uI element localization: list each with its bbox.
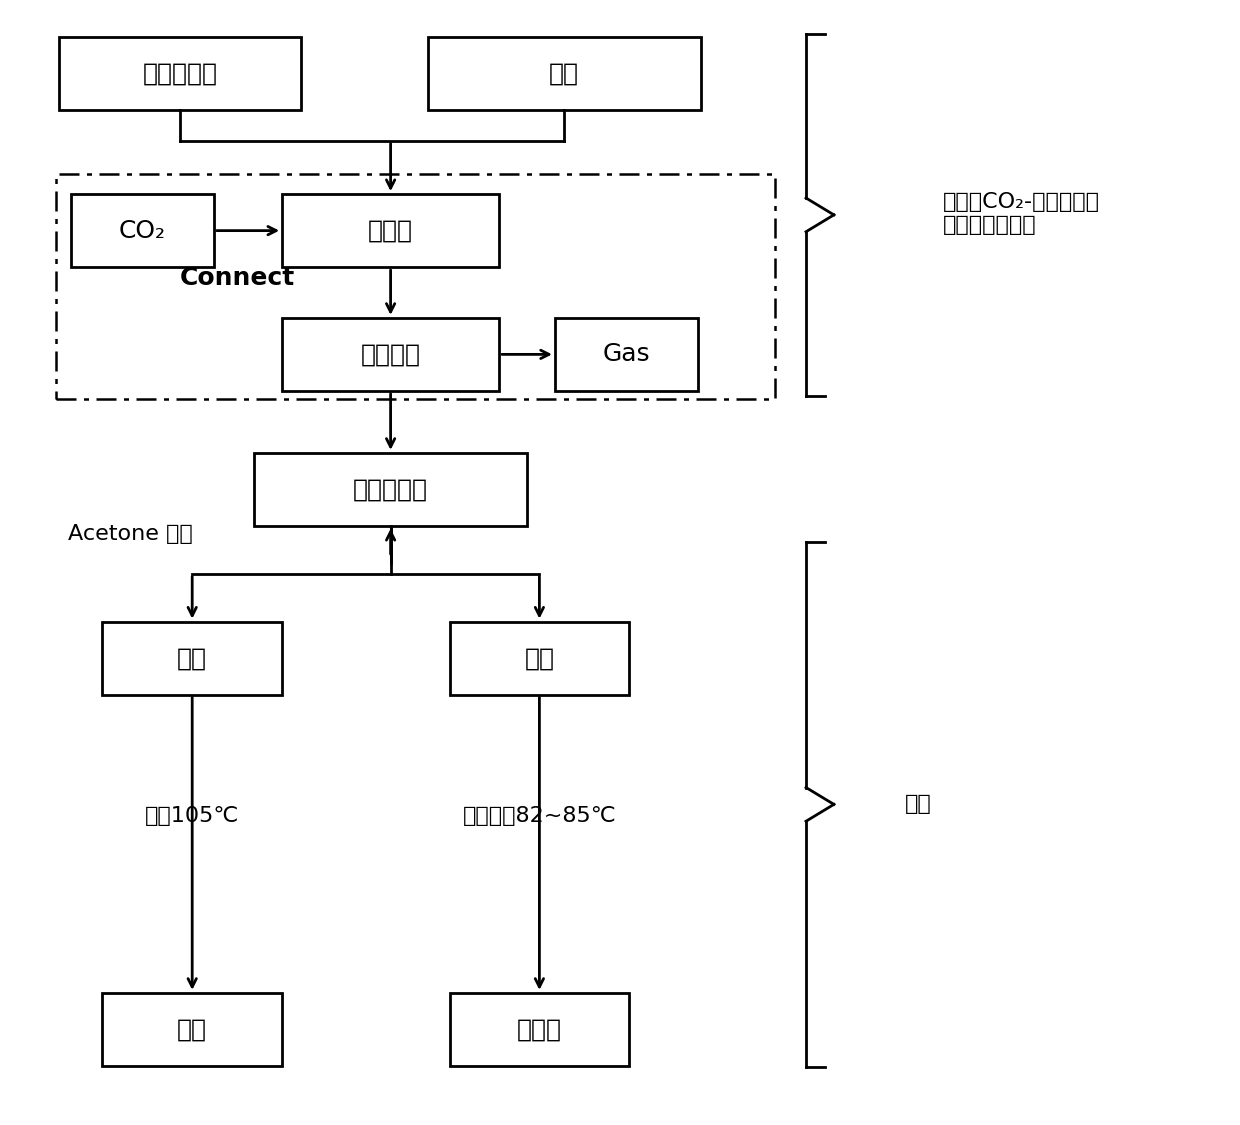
Text: 分离: 分离: [905, 794, 932, 814]
Text: 生物油: 生物油: [517, 1017, 562, 1042]
Bar: [58, 36, 300, 109]
Bar: [71, 193, 215, 267]
Bar: [283, 193, 498, 267]
Bar: [449, 992, 629, 1066]
Text: 液相: 液相: [525, 646, 554, 670]
Bar: [254, 452, 527, 526]
Text: 残渣: 残渣: [177, 1017, 207, 1042]
Bar: [283, 317, 498, 390]
Text: Connect: Connect: [180, 266, 295, 290]
Text: 固相: 固相: [177, 646, 207, 670]
Bar: [56, 174, 775, 399]
Text: 水热液化: 水热液化: [361, 342, 420, 367]
Text: Acetone 抽滤: Acetone 抽滤: [68, 524, 193, 544]
Text: 亚临界CO₂-乙醇预处理
两步连续液化法: 亚临界CO₂-乙醇预处理 两步连续液化法: [942, 192, 1100, 235]
Bar: [102, 621, 281, 695]
Text: CO₂: CO₂: [119, 218, 166, 243]
Bar: [428, 36, 701, 109]
Text: 预处理: 预处理: [368, 218, 413, 243]
Bar: [556, 317, 697, 390]
Text: 乙醇: 乙醇: [549, 61, 579, 86]
Bar: [449, 621, 629, 695]
Text: 旋转蒸发82~85℃: 旋转蒸发82~85℃: [463, 806, 616, 826]
Bar: [102, 992, 281, 1066]
Text: 固液混合物: 固液混合物: [353, 477, 428, 502]
Text: 烘干105℃: 烘干105℃: [145, 806, 239, 826]
Text: 木质纤维素: 木质纤维素: [143, 61, 217, 86]
Text: Gas: Gas: [603, 342, 650, 367]
